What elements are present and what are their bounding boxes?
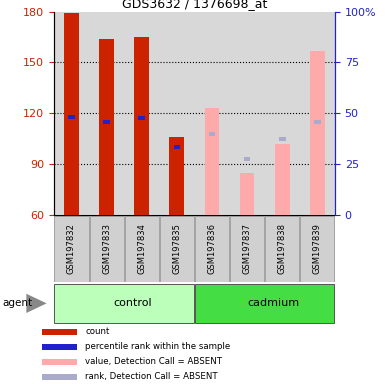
Bar — [90, 216, 124, 281]
Bar — [279, 137, 286, 141]
Bar — [230, 216, 264, 281]
Bar — [89, 12, 124, 215]
Bar — [264, 12, 300, 215]
Bar — [300, 12, 335, 215]
Bar — [240, 173, 254, 215]
Text: value, Detection Call = ABSENT: value, Detection Call = ABSENT — [85, 357, 222, 366]
Polygon shape — [26, 294, 47, 313]
Bar — [194, 12, 229, 215]
Bar — [64, 13, 79, 215]
Bar — [134, 37, 149, 215]
Bar — [174, 145, 180, 149]
Bar — [124, 12, 159, 215]
Bar — [159, 12, 194, 215]
Text: GSM197835: GSM197835 — [172, 223, 181, 274]
Bar — [195, 284, 335, 323]
Bar — [54, 12, 89, 215]
Text: GSM197838: GSM197838 — [278, 223, 287, 274]
Bar — [103, 120, 110, 124]
Bar — [42, 374, 77, 379]
Bar — [54, 284, 194, 323]
Bar — [42, 344, 77, 350]
Bar — [244, 157, 250, 161]
Bar — [99, 39, 114, 215]
Bar — [300, 216, 335, 281]
Bar — [139, 116, 145, 121]
Text: count: count — [85, 328, 110, 336]
Bar — [209, 131, 215, 136]
Text: cadmium: cadmium — [248, 298, 300, 308]
Text: percentile rank within the sample: percentile rank within the sample — [85, 342, 231, 351]
Bar — [54, 216, 89, 281]
Text: GSM197833: GSM197833 — [102, 223, 111, 274]
Bar — [125, 216, 159, 281]
Bar — [42, 329, 77, 335]
Text: GSM197837: GSM197837 — [243, 223, 252, 274]
Text: GSM197839: GSM197839 — [313, 223, 322, 274]
Bar — [310, 51, 325, 215]
Bar — [195, 216, 229, 281]
Bar — [42, 359, 77, 365]
Bar — [160, 216, 194, 281]
Bar — [68, 114, 75, 119]
Text: control: control — [114, 298, 152, 308]
Bar — [314, 120, 321, 124]
Bar — [265, 216, 299, 281]
Text: GSM197832: GSM197832 — [67, 223, 76, 274]
Text: rank, Detection Call = ABSENT: rank, Detection Call = ABSENT — [85, 372, 218, 381]
Bar — [275, 144, 290, 215]
Text: agent: agent — [2, 298, 32, 308]
Bar — [229, 12, 265, 215]
Bar — [204, 108, 219, 215]
Text: GSM197834: GSM197834 — [137, 223, 146, 274]
Text: GSM197836: GSM197836 — [208, 223, 216, 274]
Title: GDS3632 / 1376698_at: GDS3632 / 1376698_at — [122, 0, 267, 10]
Bar — [169, 137, 184, 215]
